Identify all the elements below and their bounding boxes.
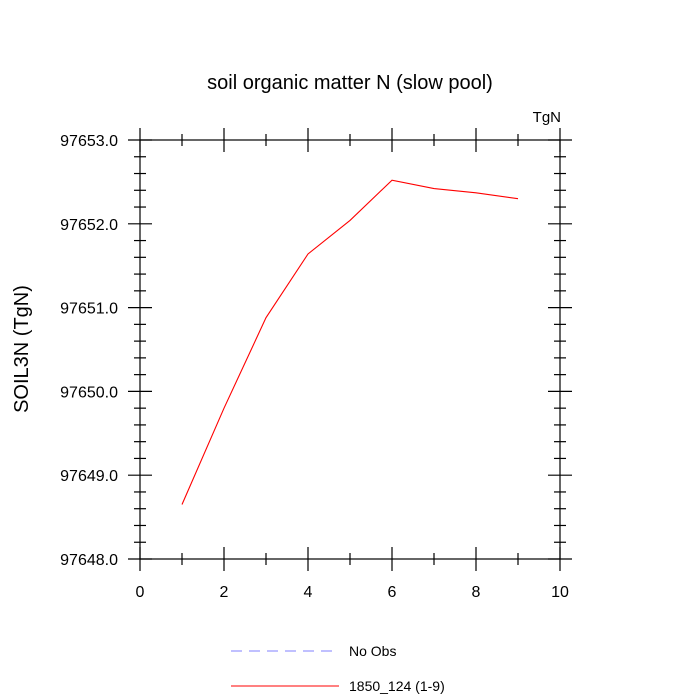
chart-title: soil organic matter N (slow pool) <box>207 72 493 94</box>
legend-label: No Obs <box>349 643 396 659</box>
axis-ticks <box>128 128 572 571</box>
y-tick-label: 97648.0 <box>60 552 118 569</box>
plot-frame <box>139 139 561 560</box>
legend: No Obs 1850_124 (1-9) <box>231 643 445 694</box>
y-tick-label: 97649.0 <box>60 468 118 485</box>
x-tick-label: 2 <box>220 584 229 601</box>
y-tick-label: 97650.0 <box>60 384 118 401</box>
series-line <box>181 179 519 505</box>
y-axis-label: SOIL3N (TgN) <box>11 285 33 413</box>
x-tick-label: 10 <box>551 584 569 601</box>
x-tick-label: 8 <box>472 584 481 601</box>
x-tick-label: 4 <box>304 584 313 601</box>
y-tick-label: 97653.0 <box>60 133 118 150</box>
series-layer <box>181 179 519 505</box>
x-tick-label: 6 <box>388 584 397 601</box>
y-tick-label: 97652.0 <box>60 217 118 234</box>
units-label: TgN <box>533 109 561 126</box>
y-tick-label: 97651.0 <box>60 301 118 318</box>
x-tick-label: 0 <box>136 584 145 601</box>
legend-label: 1850_124 (1-9) <box>349 678 445 694</box>
axis-tick-labels: 0 2 4 6 8 10 97648.0 97649.0 97650.0 97651.0 97652… <box>60 133 569 601</box>
